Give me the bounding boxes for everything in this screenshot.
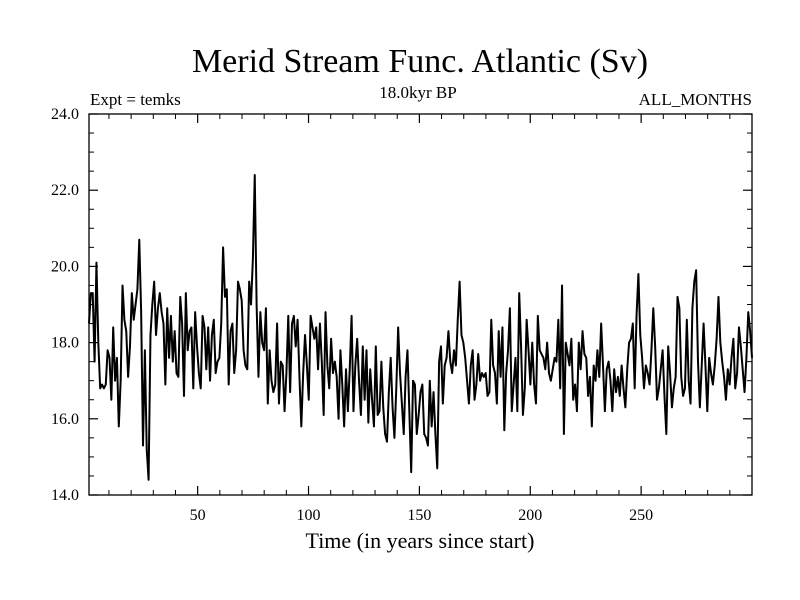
chart-right-annotation: ALL_MONTHS (639, 90, 752, 109)
y-tick-label-24: 24.0 (51, 106, 79, 123)
y-tick-label-18: 18.0 (51, 335, 79, 352)
x-tick-label-50: 50 (190, 507, 206, 524)
series-line (88, 173, 753, 481)
x-tick-label-100: 100 (297, 507, 321, 524)
x-tick-label-200: 200 (518, 507, 542, 524)
x-tick-label-250: 250 (629, 507, 653, 524)
y-tick-label-22: 22.0 (51, 182, 79, 199)
x-axis-label: Time (in years since start) (306, 528, 535, 553)
x-tick-label-150: 150 (407, 507, 431, 524)
x-axis-ticks (108, 114, 731, 495)
chart-subtitle: 18.0kyr BP (379, 83, 456, 102)
plot-frame (88, 113, 753, 496)
y-tick-label-16: 16.0 (51, 411, 79, 428)
x-axis-tick-labels: 50 100 150 200 250 (190, 507, 653, 524)
y-axis-tick-labels: 14.0 16.0 18.0 20.0 22.0 24.0 (51, 106, 79, 504)
y-tick-label-20: 20.0 (51, 258, 79, 275)
chart-left-annotation: Expt = temks (90, 90, 181, 109)
chart-title: Merid Stream Func. Atlantic (Sv) (192, 43, 648, 80)
y-tick-label-14: 14.0 (51, 487, 79, 504)
